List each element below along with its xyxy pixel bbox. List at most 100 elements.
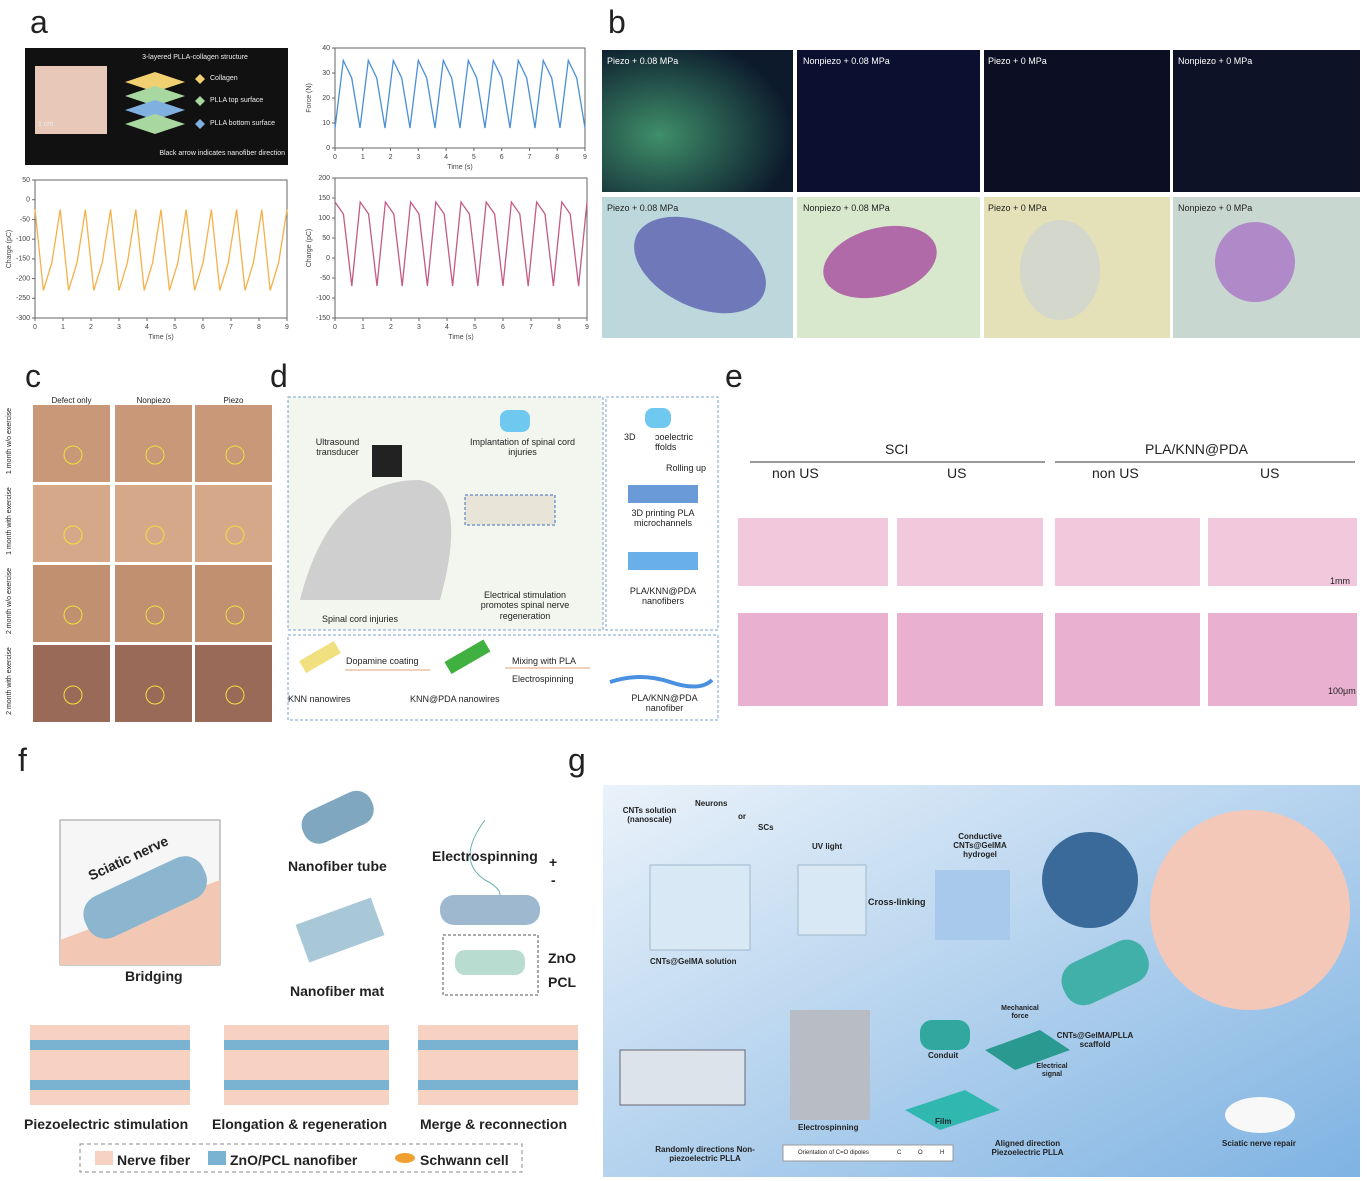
x-tick-label: 6 <box>501 324 505 331</box>
label: Sciatic nerve repair <box>1222 1139 1296 1148</box>
x-tick-label: 4 <box>145 324 149 331</box>
label: Electrospinning <box>432 848 538 864</box>
panel-letter: d <box>270 358 288 394</box>
label: Piezo + 0.08 MPa <box>607 203 679 213</box>
label: ɔoelectric ffolds <box>655 432 694 453</box>
label: CNTs@GelMA solution <box>650 957 737 966</box>
label: Film <box>935 1117 952 1126</box>
y-tick-label: -100 <box>316 295 330 302</box>
defect-marker <box>145 605 165 625</box>
label: KNN nanowires <box>288 694 351 704</box>
label: Piezo + 0.08 MPa <box>607 56 679 66</box>
defect-marker <box>63 525 83 545</box>
x-tick-label: 2 <box>389 324 393 331</box>
label: non US <box>772 465 819 481</box>
y-tick-label: 30 <box>322 70 330 77</box>
label: Mixing with PLA <box>512 656 577 666</box>
label: Electrical signal <box>1036 1063 1068 1079</box>
y-axis-label: Force (N) <box>306 83 313 113</box>
y-tick-label: 50 <box>22 177 30 184</box>
label: + <box>549 854 558 870</box>
y-tick-label: 150 <box>318 195 330 202</box>
x-tick-label: 1 <box>361 324 365 331</box>
label: 1 month with exercise <box>5 487 13 555</box>
label: Nonpiezo + 0.08 MPa <box>803 203 890 213</box>
x-tick-label: 1 <box>61 324 65 331</box>
histology-overview <box>738 518 888 586</box>
x-tick-label: 0 <box>333 324 337 331</box>
label: Ultrasound transducer <box>315 437 360 458</box>
series-line <box>334 200 588 287</box>
x-tick-label: 0 <box>333 154 337 161</box>
label: Bridging <box>125 968 183 984</box>
x-tick-label: 0 <box>33 324 37 331</box>
x-tick-label: 6 <box>500 154 504 161</box>
label: Piezoelectric stimulation <box>24 1116 189 1132</box>
label: Randomly directions Non-piezoelectric PL… <box>655 1145 755 1164</box>
knee-photo <box>115 565 192 642</box>
x-tick-label: 7 <box>527 154 531 161</box>
histology-zoom <box>738 613 888 706</box>
x-tick-label: 8 <box>557 324 561 331</box>
label: PLA/KNN@PDA <box>1145 441 1248 457</box>
label: US <box>947 465 967 481</box>
defect-marker <box>145 445 165 465</box>
label: 100μm <box>1328 686 1356 696</box>
label: Mechanical force <box>1001 1005 1039 1021</box>
y-tick-label: -50 <box>20 216 30 223</box>
knee-photo <box>33 485 110 562</box>
y-tick-label: -150 <box>316 315 330 322</box>
label: 3D <box>624 432 636 442</box>
label: Conductive CNTs@GelMA hydrogel <box>953 832 1007 860</box>
label: Cross-linking <box>868 897 926 907</box>
defect-marker <box>225 605 245 625</box>
x-tick-label: 9 <box>583 154 587 161</box>
knee-photo <box>115 485 192 562</box>
x-tick-label: 6 <box>201 324 205 331</box>
y-tick-label: -100 <box>16 236 30 243</box>
x-tick-label: 9 <box>285 324 289 331</box>
label: Rolling up <box>666 463 707 473</box>
y-axis-label: Charge (pC) <box>6 230 13 269</box>
micrographs <box>602 50 1360 338</box>
label: Piezo + 0 MPa <box>988 56 1047 66</box>
x-tick-label: 3 <box>416 154 420 161</box>
label: Schwann cell <box>420 1152 509 1168</box>
label: C <box>897 1150 902 1156</box>
panel-letter: c <box>25 358 41 394</box>
x-tick-label: 7 <box>529 324 533 331</box>
label: Merge & reconnection <box>420 1116 568 1132</box>
y-tick-label: -300 <box>16 315 30 322</box>
tissue-photo <box>35 66 107 134</box>
label: Neurons <box>695 799 728 808</box>
defect-marker <box>63 445 83 465</box>
y-tick-label: -150 <box>16 256 30 263</box>
x-axis-label: Time (s) <box>148 334 173 341</box>
x-tick-label: 7 <box>229 324 233 331</box>
series-line <box>34 209 288 291</box>
y-tick-label: 0 <box>26 197 30 204</box>
label: 1 cm <box>38 121 54 128</box>
label: PLLA top surface <box>210 97 264 104</box>
label: PLLA bottom surface <box>210 120 275 127</box>
histology <box>738 461 1357 706</box>
plot-frame <box>334 177 588 319</box>
label: Defect only <box>51 396 92 405</box>
knee-photo <box>33 405 110 482</box>
label: 3D printing PLA microchannels <box>631 508 695 529</box>
label: Implantation of spinal cord injuries <box>469 437 576 458</box>
defect-marker <box>145 685 165 705</box>
x-tick-label: 3 <box>117 324 121 331</box>
label: Nerve fiber <box>117 1152 191 1168</box>
label: Orientation of C=O dipoles <box>798 1150 869 1156</box>
knee-photo <box>115 405 192 482</box>
label: Nonpiezo <box>136 396 171 405</box>
label: SCI <box>885 441 909 457</box>
knee-photo <box>195 645 272 722</box>
y-tick-label: -50 <box>320 275 330 282</box>
histology-overview <box>897 518 1043 586</box>
label: Electrical stimulation promotes spinal n… <box>480 590 570 621</box>
